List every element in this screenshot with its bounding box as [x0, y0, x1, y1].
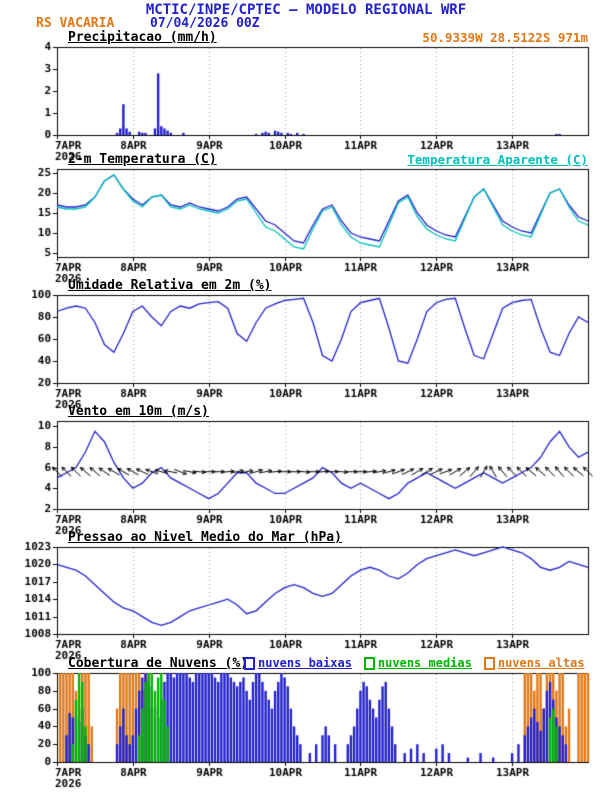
low-clouds-swatch-icon — [244, 656, 255, 670]
low-clouds-legend-item: nuvens baixas — [244, 656, 352, 670]
page-title: MCTIC/INPE/CPTEC — MODELO REGIONAL WRF — [145, 2, 467, 18]
low-clouds-label: nuvens baixas — [258, 656, 352, 670]
high-clouds-legend-item: nuvens altas — [483, 656, 585, 670]
mid-clouds-swatch-icon — [363, 656, 375, 670]
panel-title-precipitation: Precipitacao (mm/h) — [68, 30, 217, 45]
init-time-label: 07/04/2026 00Z — [150, 16, 260, 31]
panel-title-clouds: Cobertura de Nuvens (%) — [68, 656, 249, 671]
mid-clouds-legend-item: nuvens medias — [363, 656, 472, 670]
panel-title-pressure: Pressao ao Nivel Medio do Mar (hPa) — [68, 530, 342, 545]
panel-title-temperature: 2-m Temperatura (C) — [68, 152, 217, 167]
high-clouds-swatch-icon — [483, 656, 495, 670]
high-clouds-label: nuvens altas — [497, 656, 585, 670]
apparent-temperature-legend: Temperatura Aparente (C) — [407, 152, 588, 167]
cloud-legend: nuvens baixas nuvens medias nuvens altas — [244, 656, 585, 670]
mid-clouds-label: nuvens medias — [377, 656, 472, 670]
station-label: RS VACARIA — [36, 16, 115, 31]
coords-label: 50.9339W 28.5122S 971m — [422, 30, 588, 45]
panel-title-humidity: Umidade Relativa em 2m (%) — [68, 278, 272, 293]
panel-title-wind: Vento em 10m (m/s) — [68, 404, 209, 419]
